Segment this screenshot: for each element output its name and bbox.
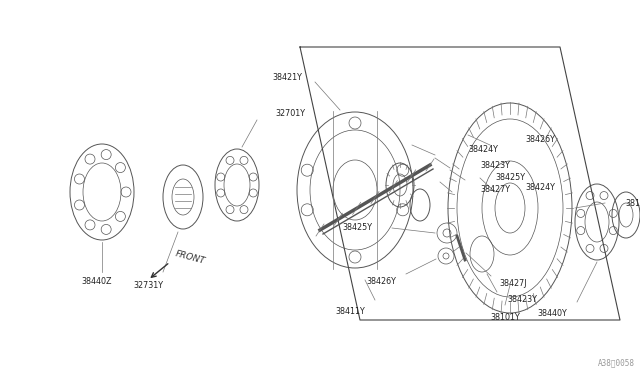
Text: 38425Y: 38425Y	[495, 173, 525, 182]
Text: 38423Y: 38423Y	[507, 295, 537, 304]
Text: 38421Y: 38421Y	[272, 74, 302, 83]
Text: 38426Y: 38426Y	[366, 276, 396, 285]
Text: 38425Y: 38425Y	[342, 224, 372, 232]
Text: A38ℓ0058: A38ℓ0058	[598, 358, 635, 367]
Text: 38426Y: 38426Y	[525, 135, 555, 144]
Text: 38424Y: 38424Y	[468, 145, 498, 154]
Text: FRONT: FRONT	[174, 250, 206, 266]
Text: 38424Y: 38424Y	[525, 183, 555, 192]
Text: 38440Z: 38440Z	[82, 278, 112, 286]
Text: 38102Y: 38102Y	[625, 199, 640, 208]
Text: 32731Y: 32731Y	[133, 280, 163, 289]
Text: 38427J: 38427J	[499, 279, 527, 288]
Text: 38411Y: 38411Y	[335, 308, 365, 317]
Text: 32701Y: 32701Y	[275, 109, 305, 118]
Text: 38440Y: 38440Y	[537, 310, 567, 318]
Text: 38427Y: 38427Y	[480, 186, 510, 195]
Text: 38423Y: 38423Y	[480, 160, 510, 170]
Text: 38101Y: 38101Y	[490, 314, 520, 323]
